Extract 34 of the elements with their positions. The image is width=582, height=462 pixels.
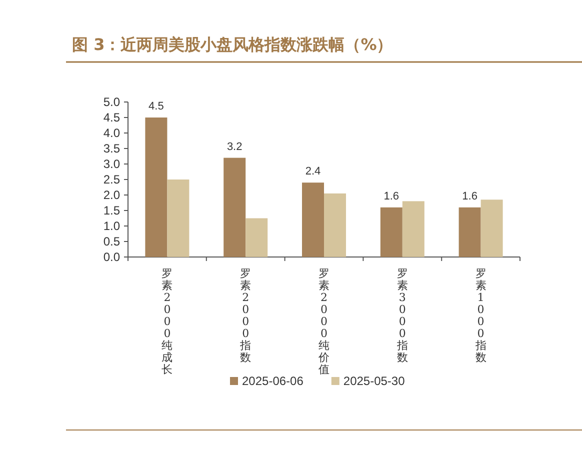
bar (324, 193, 346, 257)
bar (145, 118, 168, 257)
data-label: 4.5 (148, 100, 164, 112)
x-tick-label: 罗素2000指数 (239, 267, 252, 364)
bar (458, 207, 481, 257)
bar (246, 218, 268, 257)
data-label: 3.2 (226, 140, 242, 153)
bar (167, 180, 190, 257)
x-tick-label: 罗素1000指数 (474, 267, 486, 364)
y-tick-label: 2.0 (103, 188, 120, 202)
y-tick-label: 1.5 (103, 204, 120, 218)
data-label: 1.6 (384, 190, 400, 202)
y-tick-label: 4.5 (103, 110, 120, 124)
bar (302, 182, 324, 257)
x-tick-label: 罗素3000指数 (396, 267, 408, 364)
y-tick-label: 0.0 (103, 250, 120, 264)
bar (402, 201, 424, 257)
bar (380, 207, 402, 257)
data-label: 1.6 (462, 190, 478, 202)
category-label: 罗素2000纯成长 (162, 267, 173, 376)
data-label: 2.4 (305, 166, 321, 178)
y-tick-label: 2.5 (103, 172, 120, 186)
y-tick-label: 3.0 (103, 157, 120, 171)
bar (480, 200, 503, 257)
legend-label: 2025-06-06 (242, 374, 304, 388)
legend-label: 2025-05-30 (343, 374, 406, 388)
y-tick-label: 4.0 (103, 126, 120, 140)
chart-title: 图 3：近两周美股小盘风格指数涨跌幅（%） (72, 35, 393, 54)
y-tick-label: 0.5 (103, 234, 120, 248)
bar (224, 158, 246, 257)
category-label: 罗素2000纯价值 (318, 267, 330, 376)
y-tick-label: 3.5 (103, 142, 120, 156)
y-tick-label: 1.0 (103, 219, 120, 233)
y-tick-label: 5.0 (103, 95, 120, 109)
